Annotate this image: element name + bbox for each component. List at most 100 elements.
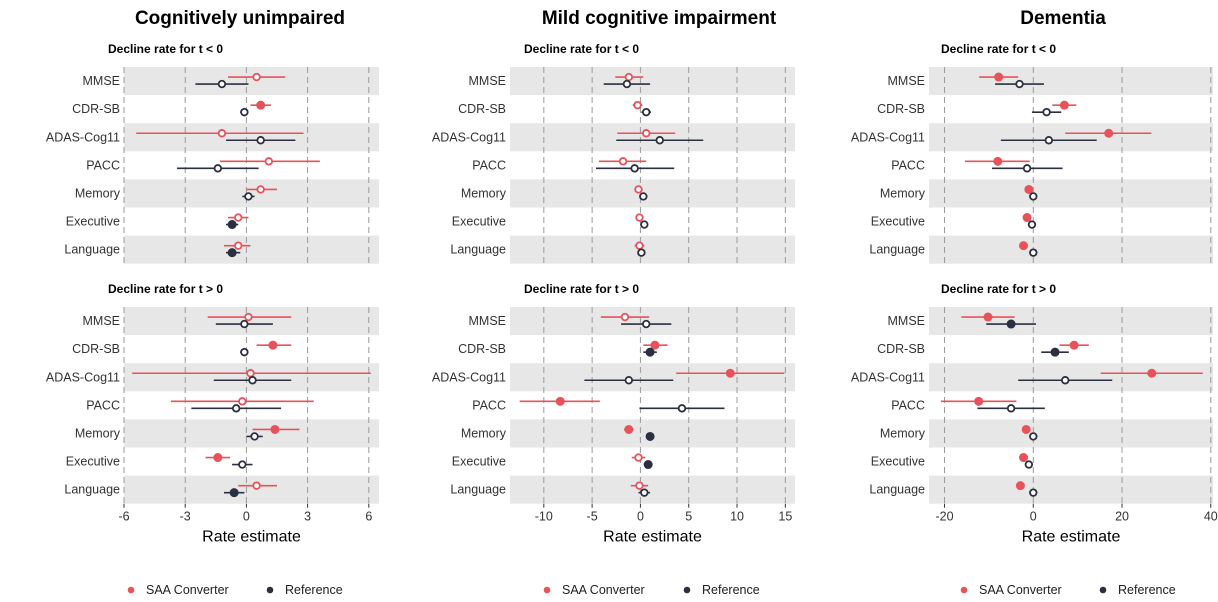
estimate-point (624, 424, 634, 434)
estimate-point (256, 136, 265, 145)
category-label: Memory (880, 186, 926, 200)
row-band (124, 419, 379, 448)
legend-saa-label: SAA Converter (979, 583, 1062, 597)
estimate-point (229, 488, 239, 498)
category-label: Memory (461, 186, 507, 200)
row-band (510, 363, 795, 392)
category-label: Memory (75, 426, 121, 440)
category-label: Language (869, 483, 925, 497)
estimate-point (1029, 192, 1038, 201)
estimate-point (993, 156, 1003, 166)
panel-0: Decline rate for t < 0 MMSE CDR-SB ADAS-Cog… (851, 42, 1213, 264)
estimate-point (1015, 79, 1024, 89)
estimate-point (240, 347, 249, 357)
category-label: Language (64, 483, 120, 497)
chart-0: Cognitively unimpaired Decline rate for t… (46, 8, 379, 597)
x-tick-label: 15 (778, 510, 792, 524)
estimate-point (213, 453, 223, 463)
estimate-point (1061, 376, 1070, 385)
category-label: PACC (472, 398, 506, 412)
category-label: ADAS-Cog11 (432, 130, 506, 144)
row-band (124, 179, 379, 208)
estimate-point (643, 460, 653, 470)
estimate-point (217, 79, 227, 89)
estimate-point (635, 213, 644, 222)
estimate-point (645, 431, 655, 441)
x-tick-label: -10 (535, 510, 553, 524)
x-tick-label: 10 (730, 510, 744, 524)
estimate-point (240, 107, 249, 117)
estimate-point (630, 164, 639, 173)
estimate-point (1050, 347, 1060, 357)
x-tick-label: 20 (1115, 510, 1129, 524)
row-band (124, 67, 379, 96)
x-tick-label: -3 (180, 510, 191, 524)
estimate-point (244, 312, 253, 322)
row-band (929, 235, 1213, 264)
category-label: Language (450, 483, 506, 497)
category-label: PACC (891, 398, 925, 412)
estimate-point (555, 396, 565, 406)
category-label: Executive (452, 455, 506, 469)
estimate-point (270, 424, 280, 434)
estimate-point (1006, 404, 1016, 413)
legend-ref-marker (683, 586, 691, 594)
x-tick-label: -5 (587, 510, 598, 524)
estimate-point (244, 192, 253, 201)
panel-1: Decline rate for t > 0 MMSE CDR-SB ADAS-Cog… (432, 282, 795, 504)
x-tick-label: 3 (304, 510, 311, 524)
row-band (510, 179, 795, 208)
panel-subtitle: Decline rate for t < 0 (941, 42, 1056, 56)
estimate-point (234, 213, 243, 222)
x-tick-label: -6 (118, 510, 129, 524)
estimate-point (994, 72, 1004, 82)
row-band (929, 67, 1213, 96)
category-label: Executive (452, 215, 506, 229)
category-label: ADAS-Cog11 (851, 130, 925, 144)
estimate-point (640, 220, 649, 229)
row-band (124, 235, 379, 264)
panel-0: Decline rate for t < 0 MMSE CDR-SB ADAS-Cog… (432, 42, 795, 264)
estimate-point (1019, 453, 1029, 463)
estimate-point (642, 107, 651, 117)
legend-saa-marker (960, 586, 968, 594)
category-label: Language (450, 243, 506, 257)
row-band (929, 123, 1213, 152)
estimate-point (227, 248, 237, 258)
panel-subtitle: Decline rate for t > 0 (108, 282, 223, 296)
estimate-point (634, 185, 643, 194)
estimate-point (1029, 432, 1038, 441)
category-label: Executive (871, 455, 925, 469)
estimate-point (1024, 184, 1034, 194)
estimate-point (1147, 368, 1157, 378)
estimate-point (1042, 107, 1051, 117)
estimate-point (1029, 488, 1038, 497)
estimate-point (624, 376, 634, 385)
estimate-point (974, 396, 984, 406)
category-label: PACC (472, 158, 506, 172)
row-band (124, 307, 379, 336)
row-band (929, 419, 1213, 448)
estimate-point (634, 453, 643, 462)
estimate-point (250, 432, 259, 441)
category-label: CDR-SB (458, 342, 506, 356)
legend-ref-label: Reference (285, 583, 343, 597)
category-label: ADAS-Cog11 (46, 370, 120, 384)
category-label: Executive (66, 455, 120, 469)
estimate-point (655, 136, 664, 145)
x-tick-label: 40 (1204, 510, 1218, 524)
estimate-point (642, 319, 651, 329)
estimate-point (642, 129, 651, 138)
estimate-point (620, 312, 630, 322)
chart-1: Mild cognitive impairment Decline rate fo… (432, 8, 795, 597)
chart-title: Mild cognitive impairment (542, 8, 777, 29)
estimate-point (1027, 220, 1037, 229)
chart-title: Dementia (1020, 8, 1106, 29)
legend-ref-marker (1099, 586, 1107, 594)
estimate-point (635, 481, 644, 490)
category-label: ADAS-Cog11 (851, 370, 925, 384)
estimate-point (238, 397, 247, 406)
row-band (124, 123, 379, 152)
estimate-point (1069, 340, 1079, 350)
